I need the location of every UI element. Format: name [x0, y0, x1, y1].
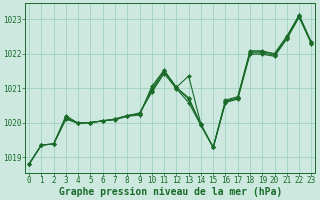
X-axis label: Graphe pression niveau de la mer (hPa): Graphe pression niveau de la mer (hPa)	[59, 186, 282, 197]
